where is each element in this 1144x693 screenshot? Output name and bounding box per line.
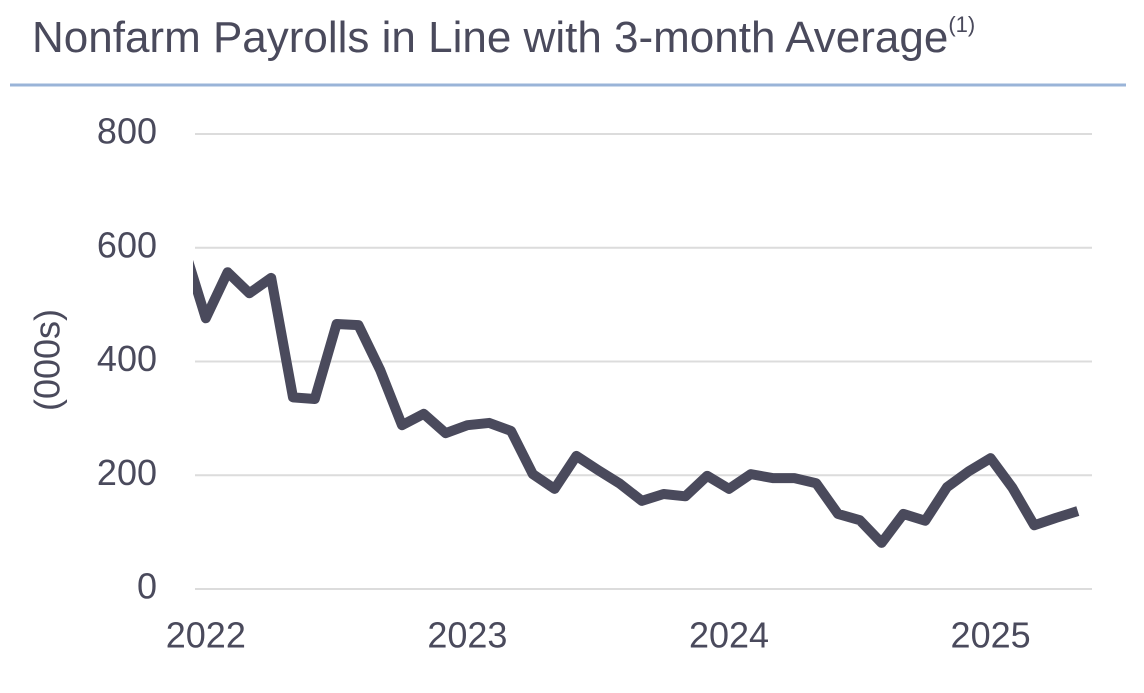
x-tick-label: 2023 <box>427 615 507 656</box>
y-tick-label: 800 <box>97 111 157 152</box>
title-text: Nonfarm Payrolls in Line with 3-month Av… <box>32 13 948 62</box>
y-tick-label: 0 <box>137 566 157 607</box>
y-tick-label: 600 <box>97 224 157 265</box>
y-axis-label: (000s) <box>27 309 68 411</box>
y-tick-label: 400 <box>97 338 157 379</box>
title-note: (1) <box>948 12 975 37</box>
x-tick-label: 2025 <box>951 615 1031 656</box>
x-tick-label: 2022 <box>166 615 246 656</box>
x-tick-label: 2024 <box>689 615 769 656</box>
chart-title: Nonfarm Payrolls in Line with 3-month Av… <box>32 12 975 62</box>
data-line <box>193 259 1080 548</box>
y-tick-label: 200 <box>97 452 157 493</box>
